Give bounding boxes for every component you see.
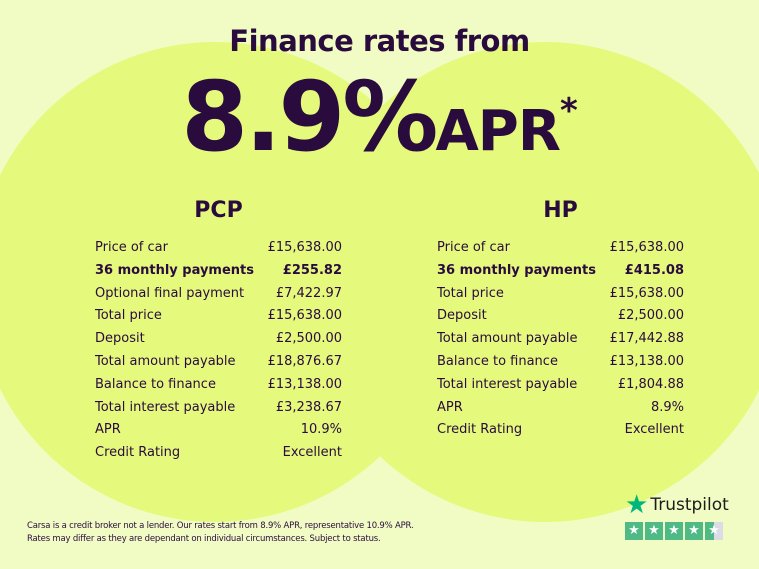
- row-value: £17,442.88: [609, 331, 684, 347]
- row-value: £15,638.00: [267, 308, 342, 324]
- trustpilot-logo: ★ Trustpilot: [625, 492, 729, 518]
- table-row: Deposit £2,500.00: [437, 305, 684, 328]
- headline: Finance rates from: [229, 24, 530, 58]
- row-label: Total price: [95, 308, 162, 324]
- row-value: £255.82: [282, 262, 342, 278]
- row-value: £15,638.00: [609, 240, 684, 255]
- star-icon: ★: [685, 522, 703, 540]
- row-label: 36 monthly payments: [95, 262, 254, 278]
- table-row: Total amount payable £17,442.88: [437, 328, 684, 351]
- row-label: Total interest payable: [437, 376, 578, 392]
- table-row: APR 10.9%: [95, 419, 342, 442]
- asterisk: *: [559, 91, 578, 131]
- row-label: Credit Rating: [95, 445, 181, 461]
- row-value: £13,138.00: [609, 353, 684, 369]
- rate-value: 8.9%: [181, 61, 438, 173]
- disclaimer: Carsa is a credit broker not a lender. O…: [27, 520, 414, 546]
- row-label: Total price: [437, 285, 504, 301]
- row-label: Credit Rating: [437, 422, 523, 438]
- table-row: Balance to finance £13,138.00: [437, 351, 684, 374]
- row-value: £13,138.00: [267, 376, 342, 392]
- trustpilot-name: Trustpilot: [650, 495, 729, 515]
- trustpilot-badge[interactable]: ★ Trustpilot ★ ★ ★ ★ ★: [625, 492, 729, 540]
- table-row: Optional final payment £7,422.97: [95, 283, 342, 306]
- pcp-title: PCP: [194, 198, 243, 223]
- disclaimer-line: Rates may differ as they are dependant o…: [27, 534, 381, 544]
- row-value: £3,238.67: [275, 399, 342, 415]
- table-row: Credit Rating Excellent: [437, 419, 684, 442]
- row-value: Excellent: [624, 422, 684, 438]
- table-row: Total interest payable £1,804.88: [437, 374, 684, 397]
- star-icon: ★: [645, 522, 663, 540]
- row-label: Total interest payable: [95, 399, 236, 415]
- disclaimer-line: Carsa is a credit broker not a lender. O…: [27, 521, 414, 531]
- row-label: Price of car: [437, 240, 510, 255]
- row-label: Optional final payment: [95, 285, 245, 301]
- row-value: £15,638.00: [609, 285, 684, 301]
- table-row: Total interest payable £3,238.67: [95, 397, 342, 420]
- table-row: Total amount payable £18,876.67: [95, 351, 342, 374]
- row-label: APR: [437, 399, 463, 415]
- rate-suffix: APR: [435, 99, 561, 164]
- table-row: APR 8.9%: [437, 397, 684, 420]
- row-label: Balance to finance: [437, 353, 558, 369]
- row-label: 36 monthly payments: [437, 262, 596, 278]
- row-value: £2,500.00: [617, 308, 684, 324]
- table-row: Price of car £15,638.00: [95, 237, 342, 260]
- row-label: Deposit: [437, 308, 487, 324]
- row-value: £1,804.88: [617, 376, 684, 392]
- row-value: £7,422.97: [275, 285, 342, 301]
- row-value: £15,638.00: [267, 240, 342, 255]
- row-label: Balance to finance: [95, 376, 216, 392]
- row-label: Deposit: [95, 331, 145, 347]
- row-label: Total amount payable: [95, 353, 236, 369]
- hp-title: HP: [543, 198, 578, 223]
- row-value: £2,500.00: [275, 331, 342, 347]
- row-value: £415.08: [624, 262, 684, 278]
- row-value: 8.9%: [650, 399, 684, 415]
- rate-display: 8.9%APR*: [0, 62, 759, 172]
- row-label: Total amount payable: [437, 331, 578, 347]
- table-row: Credit Rating Excellent: [95, 442, 342, 465]
- row-label: APR: [95, 422, 121, 438]
- table-row: 36 monthly payments £255.82: [95, 260, 342, 283]
- star-rating: ★ ★ ★ ★ ★: [625, 522, 729, 540]
- table-row: Deposit £2,500.00: [95, 328, 342, 351]
- star-icon: ★: [705, 522, 723, 540]
- row-value: Excellent: [282, 445, 342, 461]
- hp-table: HP Price of car £15,638.00 36 monthly paym…: [437, 198, 684, 442]
- table-row: Price of car £15,638.00: [437, 237, 684, 260]
- star-icon: ★: [665, 522, 683, 540]
- table-row: Total price £15,638.00: [95, 305, 342, 328]
- table-row: Balance to finance £13,138.00: [95, 374, 342, 397]
- star-icon: ★: [625, 522, 643, 540]
- decorative-circle-right: [305, 42, 759, 522]
- table-row: 36 monthly payments £415.08: [437, 260, 684, 283]
- table-row: Total price £15,638.00: [437, 283, 684, 306]
- row-label: Price of car: [95, 240, 168, 255]
- row-value: 10.9%: [300, 422, 342, 438]
- pcp-table: PCP Price of car £15,638.00 36 monthly pay…: [95, 198, 342, 465]
- row-value: £18,876.67: [267, 353, 342, 369]
- star-icon: ★: [625, 490, 649, 520]
